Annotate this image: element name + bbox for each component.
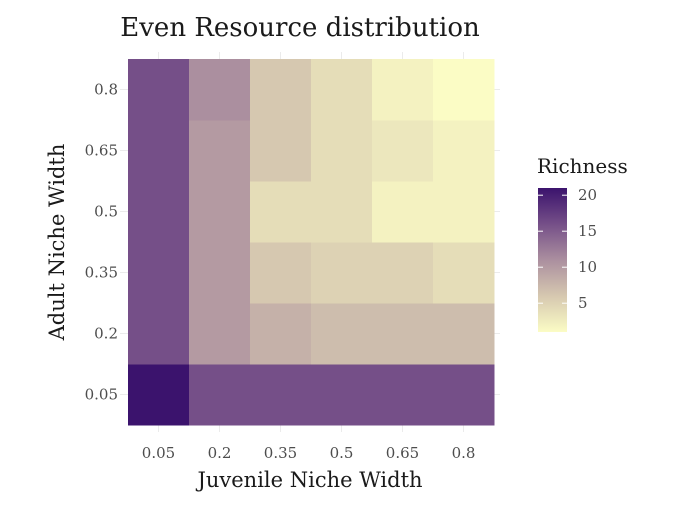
y-tick-label: 0.2 bbox=[94, 325, 118, 343]
heatmap-cell bbox=[372, 364, 434, 426]
legend: Richness 5 10 15 20 bbox=[537, 154, 628, 332]
heatmap-cell bbox=[433, 242, 495, 304]
x-axis-title: Juvenile Niche Width bbox=[195, 468, 422, 492]
heatmap-cell bbox=[128, 303, 190, 365]
heatmap-cell bbox=[128, 242, 190, 304]
heatmap-cell bbox=[250, 181, 312, 243]
heatmap-cell bbox=[311, 181, 373, 243]
y-axis-ticks: 0.05 0.2 0.35 0.5 0.65 0.8 bbox=[85, 81, 118, 404]
chart-title: Even Resource distribution bbox=[120, 13, 480, 43]
heatmap-cell bbox=[372, 181, 434, 243]
y-tick-label: 0.65 bbox=[85, 142, 118, 160]
x-tick-label: 0.05 bbox=[142, 444, 175, 462]
x-axis-ticks: 0.05 0.2 0.35 0.5 0.65 0.8 bbox=[142, 444, 476, 462]
heatmap-cell bbox=[128, 120, 190, 182]
heatmap-cell bbox=[250, 242, 312, 304]
heatmap-cell bbox=[311, 59, 373, 121]
legend-tick-label: 15 bbox=[578, 222, 597, 240]
heatmap-cell bbox=[372, 242, 434, 304]
heatmap-cell bbox=[189, 242, 251, 304]
y-axis-title: Adult Niche Width bbox=[45, 144, 69, 342]
y-tick-label: 0.35 bbox=[85, 264, 118, 282]
x-tick-label: 0.35 bbox=[264, 444, 297, 462]
heatmap-cell bbox=[250, 120, 312, 182]
legend-ticks: 5 10 15 20 bbox=[538, 186, 597, 312]
legend-tick-label: 10 bbox=[578, 258, 597, 276]
heatmap-cell bbox=[250, 59, 312, 121]
legend-tick-label: 5 bbox=[578, 294, 588, 312]
heatmap-cell bbox=[189, 303, 251, 365]
y-tick-label: 0.05 bbox=[85, 386, 118, 404]
heatmap-cell bbox=[128, 181, 190, 243]
heatmap-cell bbox=[189, 59, 251, 121]
y-tick-label: 0.5 bbox=[94, 203, 118, 221]
heatmap-cell bbox=[433, 364, 495, 426]
heatmap-cell bbox=[433, 59, 495, 121]
heatmap-cell bbox=[311, 364, 373, 426]
heatmap-cell bbox=[189, 364, 251, 426]
heatmap-cell bbox=[433, 303, 495, 365]
heatmap-cell bbox=[372, 120, 434, 182]
heatmap-cell bbox=[128, 59, 190, 121]
heatmap-cell bbox=[372, 303, 434, 365]
legend-title: Richness bbox=[537, 154, 628, 178]
heatmap-cell bbox=[311, 120, 373, 182]
heatmap-cell bbox=[311, 242, 373, 304]
heatmap-cell bbox=[189, 181, 251, 243]
legend-color-bar bbox=[538, 188, 567, 332]
legend-tick-label: 20 bbox=[578, 186, 597, 204]
y-tick-label: 0.8 bbox=[94, 81, 118, 99]
x-tick-label: 0.8 bbox=[452, 444, 476, 462]
heatmap-cell bbox=[189, 120, 251, 182]
heatmap-cell bbox=[433, 181, 495, 243]
x-tick-label: 0.65 bbox=[386, 444, 419, 462]
heatmap-cell bbox=[433, 120, 495, 182]
heatmap-cell bbox=[311, 303, 373, 365]
heatmap-cell bbox=[372, 59, 434, 121]
heatmap-cell bbox=[128, 364, 190, 426]
heatmap-cell bbox=[250, 364, 312, 426]
x-tick-label: 0.5 bbox=[330, 444, 354, 462]
heatmap-cells bbox=[128, 59, 495, 426]
x-tick-label: 0.2 bbox=[208, 444, 232, 462]
heatmap-cell bbox=[250, 303, 312, 365]
